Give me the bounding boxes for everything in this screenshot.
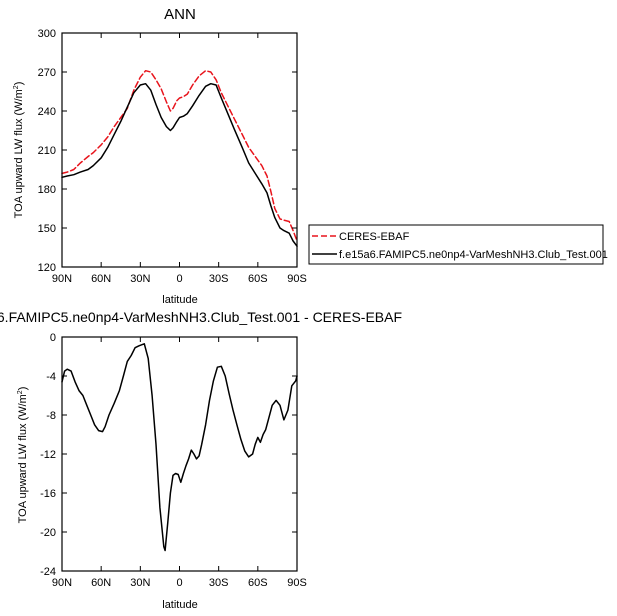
legend-box [308,224,604,265]
bottom-xtick-label: 60N [91,577,111,589]
bottom-x-axis-label: latitude [162,599,197,611]
top-ytick-label: 240 [38,106,56,118]
top-y-axis-label: TOA upward LW flux (W/m2) [13,82,25,219]
top-x-axis-label: latitude [162,294,197,306]
top-ytick-label: 300 [38,28,56,40]
bottom-ytick-label: -24 [40,566,56,578]
bottom-chart-title: f.e15a6.FAMIPC5.ne0np4-VarMeshNH3.Club_T… [0,309,402,325]
top-ytick-label: 150 [38,223,56,235]
top-ytick-label: 180 [38,184,56,196]
top-xtick-label: 60N [91,273,111,285]
bottom-ytick-label: -8 [46,410,56,422]
bottom-xtick-label: 30S [209,577,229,589]
bottom-series-line-0 [61,343,298,552]
bottom-x-ticks: 90N 60N 30N 0 30S 60S 90S [52,337,307,589]
top-y-axis-label-close: ) [13,82,25,86]
bottom-ytick-label: -20 [40,527,56,539]
bottom-xtick-label: 0 [176,577,182,589]
top-x-ticks: 90N 60N 30N 0 30S 60S 90S [52,33,307,285]
bottom-xtick-label: 90N [52,577,72,589]
bottom-ytick-label: -16 [40,488,56,500]
bottom-ytick-label: -4 [46,371,56,383]
top-xtick-label: 0 [176,273,182,285]
bottom-xtick-label: 60S [248,577,268,589]
bottom-y-axis-label-close: ) [17,387,29,391]
bottom-xtick-label: 90S [287,577,307,589]
top-ytick-label: 270 [38,67,56,79]
top-series-line-1 [61,82,298,247]
bottom-plot-frame [61,336,298,572]
top-y-axis-label-sup: 2 [13,85,20,89]
bottom-y-ticks: -24 -20 -16 -12 -8 -4 0 [40,332,297,578]
bottom-panel: f.e15a6.FAMIPC5.ne0np4-VarMeshNH3.Club_T… [0,309,402,611]
bottom-ytick-label: 0 [50,332,56,344]
top-chart-title: ANN [164,6,196,23]
top-ytick-label: 120 [38,262,56,274]
bottom-xtick-label: 30N [130,577,150,589]
top-panel: ANN 120 150 180 210 240 270 300 90N 60N 30N 0 30S 6… [13,6,608,306]
top-y-ticks: 120 150 180 210 240 270 300 [38,28,297,274]
legend-label-ceres: CERES-EBAF [339,231,410,243]
bottom-y-axis-label: TOA upward LW flux (W/m2) [17,387,29,524]
top-series-line-0 [61,69,298,242]
legend-label-model: f.e15a6.FAMIPC5.ne0np4-VarMeshNH3.Club_T… [339,249,608,261]
top-ytick-label: 210 [38,145,56,157]
top-xtick-label: 90N [52,273,72,285]
top-plot-frame [61,32,298,268]
top-xtick-label: 30S [209,273,229,285]
legend: CERES-EBAF f.e15a6.FAMIPC5.ne0np4-VarMes… [308,224,608,265]
top-xtick-label: 30N [130,273,150,285]
bottom-plot-lines [61,343,298,552]
top-plot-lines [61,69,298,247]
top-y-axis-label-main: TOA upward LW flux (W/m [13,89,25,218]
bottom-ytick-label: -12 [40,449,56,461]
top-xtick-label: 90S [287,273,307,285]
bottom-y-axis-label-sup: 2 [17,390,24,394]
top-xtick-label: 60S [248,273,268,285]
bottom-y-axis-label-main: TOA upward LW flux (W/m [17,394,29,523]
